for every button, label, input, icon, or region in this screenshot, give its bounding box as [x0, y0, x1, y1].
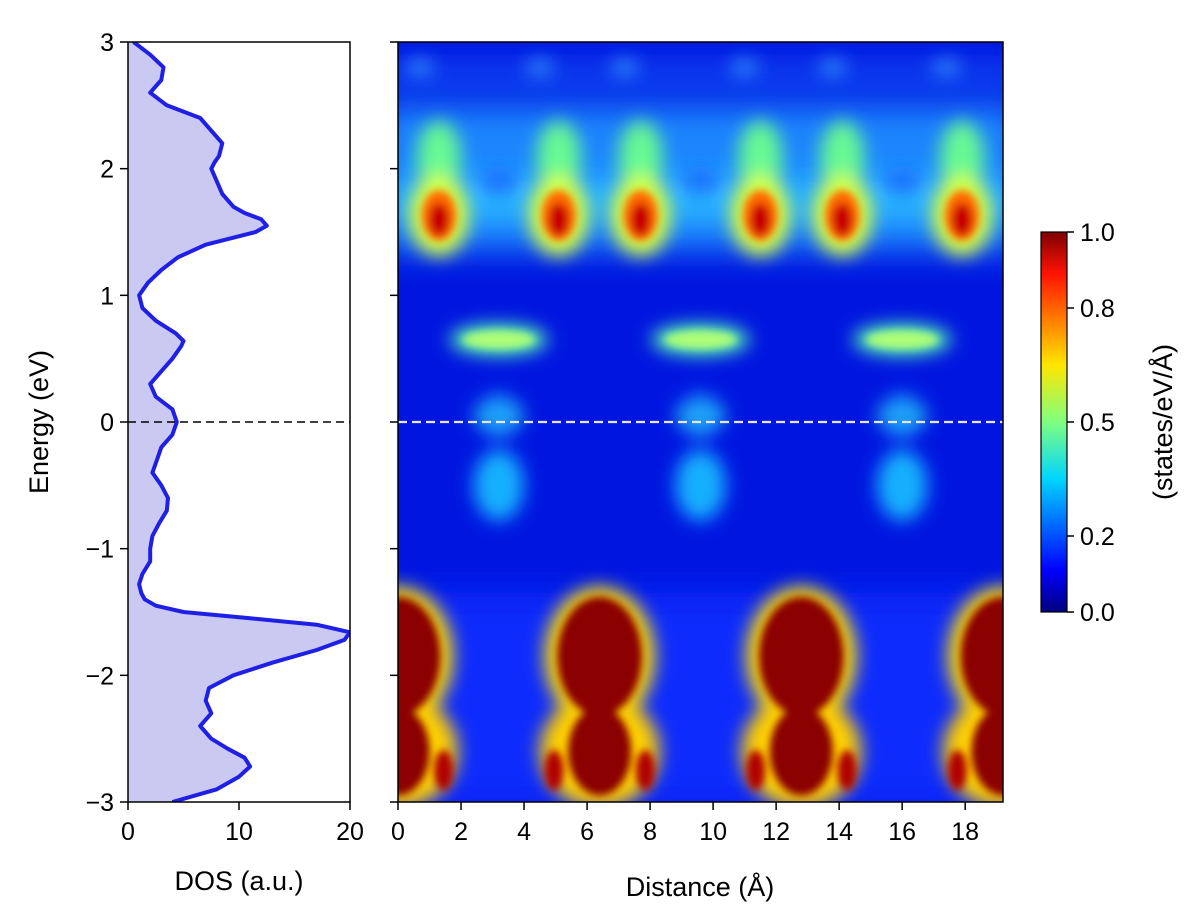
dos-panel: −3 −2 −1 0 1 2 3 0 10 20 Energy (eV) DOS (a.u.): [24, 29, 364, 896]
colorbar-tick-label: 0.0: [1080, 599, 1115, 627]
dos-y-ticks: −3 −2 −1 0 1 2 3: [85, 29, 128, 817]
ldos-upper-lobe: [536, 120, 581, 197]
ldos-peak-core: [630, 203, 651, 237]
ldos-upper-lobe: [939, 120, 985, 197]
ldos-upper-faint-band: [398, 64, 1003, 86]
ldos-lower-state-tail: [681, 392, 720, 439]
ldos-core-layer: [343, 190, 1058, 796]
ldos-inter-lobe-gap: [884, 171, 920, 192]
ldos-valence-side-spot: [635, 750, 655, 791]
ldos-upper-lobe: [738, 120, 783, 197]
map-x-tick-label: 4: [517, 818, 531, 846]
dos-x-axis-label: DOS (a.u.): [174, 866, 303, 896]
ldos-valence-side-spot: [343, 750, 362, 791]
colorbar-tick-label: 1.0: [1080, 219, 1115, 247]
ldos-lower-state: [473, 449, 525, 521]
colorbar-tick-label: 0.8: [1080, 295, 1115, 323]
ldos-valence-core-lower: [398, 707, 430, 796]
map-x-ticks: 0 2 4 6 8 10 12 14 16 18: [391, 802, 979, 846]
ldos-upper-lobe: [416, 120, 462, 197]
ldos-lower-state-tail: [883, 392, 922, 439]
ldos-top-spot: [818, 59, 848, 75]
ldos-top-spot: [405, 59, 435, 75]
ldos-peak-core: [548, 203, 569, 237]
dos-x-tick-label: 20: [336, 818, 364, 846]
ldos-valence-side-spot: [746, 750, 766, 791]
dos-y-tick-label: −1: [85, 536, 114, 564]
dos-x-ticks: 0 10 20: [121, 802, 364, 846]
ldos-top-spot: [932, 59, 961, 75]
map-x-tick-label: 6: [580, 818, 594, 846]
ldos-peak-core: [951, 203, 973, 237]
ldos-valence-core-upper: [758, 596, 844, 716]
colorbar-gradient: [1040, 231, 1068, 613]
dos-y-tick-label: 3: [100, 29, 114, 57]
map-x-tick-label: 14: [825, 818, 853, 846]
ldos-upper-lobe: [820, 120, 865, 197]
ldos-inter-lobe-gap: [683, 171, 718, 192]
ldos-peak-core: [750, 203, 771, 237]
ldos-valence-side-spot: [1039, 750, 1058, 791]
map-x-tick-label: 2: [454, 818, 468, 846]
ldos-lower-state-tail: [479, 392, 518, 439]
ldos-valence-core-lower: [971, 707, 1003, 796]
ldos-valence-core-upper: [398, 596, 441, 716]
map-x-axis-label: Distance (Å): [626, 871, 775, 902]
colorbar: 0.0 0.2 0.5 0.8 1.0 (states/eV/Å): [1040, 219, 1178, 627]
ldos-valence-side-spot: [434, 750, 454, 791]
map-x-tick-label: 18: [951, 818, 979, 846]
ldos-valence-side-spot: [947, 750, 967, 791]
colorbar-tick-label: 0.2: [1080, 523, 1115, 551]
ldos-lower-state: [675, 449, 726, 521]
colorbar-label: (states/eV/Å): [1147, 344, 1178, 500]
ldos-upper-lobe: [618, 120, 663, 197]
ldos-top-spot: [610, 59, 640, 75]
dos-curve: [132, 42, 350, 802]
ldos-mid-gap-core: [865, 330, 939, 349]
dos-y-tick-label: 0: [100, 409, 114, 437]
map-x-tick-label: 16: [888, 818, 916, 846]
map-y-ticks: [390, 41, 398, 803]
ldos-valence-core-lower: [568, 707, 632, 796]
ldos-valence-side-spot: [544, 750, 564, 791]
map-x-tick-label: 12: [762, 818, 790, 846]
ldos-top-spot: [525, 59, 554, 75]
ldos-map-panel: 0 2 4 6 8 10 12 14 16 18 Distance (Å): [343, 41, 1058, 902]
map-x-tick-label: 10: [699, 818, 727, 846]
ldos-top-spot: [730, 59, 759, 75]
ldos-inter-lobe-gap: [481, 171, 517, 192]
dos-y-tick-label: −2: [85, 662, 114, 690]
dos-y-axis-label: Energy (eV): [24, 350, 54, 494]
dos-y-tick-label: 1: [100, 282, 114, 310]
ldos-valence-band: [398, 593, 1003, 802]
ldos-peak-core: [428, 203, 450, 237]
dos-x-tick-label: 0: [121, 818, 135, 846]
ldos-valence-side-spot: [837, 750, 857, 791]
colorbar-tick-label: 0.5: [1080, 409, 1115, 437]
ldos-valence-core-upper: [960, 596, 1003, 716]
ldos-mid-gap-core: [462, 330, 536, 349]
ldos-mid-gap-core: [664, 330, 737, 349]
ldos-valence-core-upper: [557, 596, 643, 716]
dos-y-tick-label: −3: [85, 789, 114, 817]
ldos-valence-core-lower: [769, 707, 833, 796]
dos-x-tick-label: 10: [225, 818, 253, 846]
map-x-tick-label: 8: [643, 818, 657, 846]
ldos-peak-core: [832, 203, 853, 237]
colorbar-ticks: 0.0 0.2 0.5 0.8 1.0: [1067, 219, 1115, 627]
dos-y-tick-label: 2: [100, 156, 114, 184]
ldos-lower-state: [876, 449, 928, 521]
map-x-tick-label: 0: [391, 818, 405, 846]
